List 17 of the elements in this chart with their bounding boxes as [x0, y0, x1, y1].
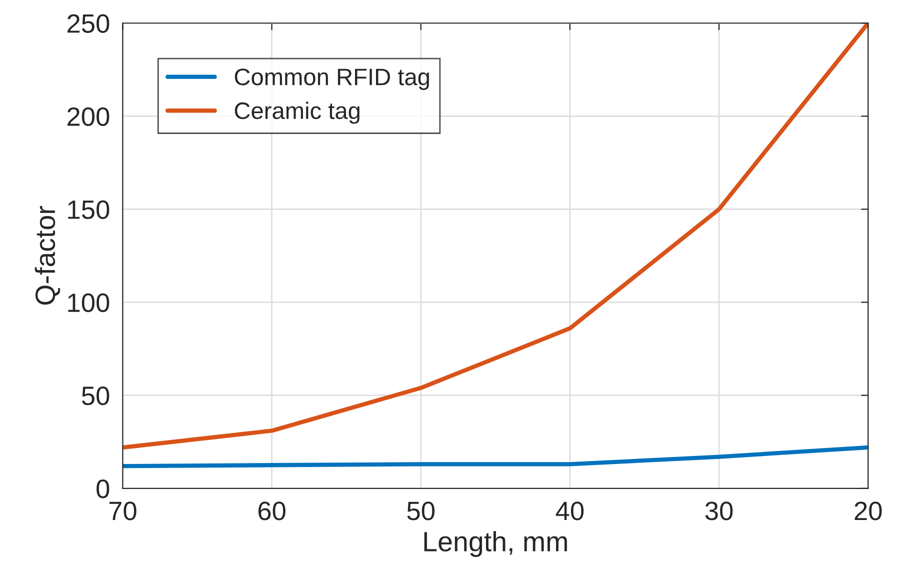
- x-axis-title: Length, mm: [424, 531, 567, 557]
- legend-label: Ceramic tag: [234, 102, 360, 124]
- y-tick-label: 0: [96, 480, 110, 498]
- line-series: [122, 445, 868, 468]
- y-tick-label: 50: [82, 386, 110, 406]
- x-tick-label: 20: [854, 502, 882, 520]
- x-tick-label: 70: [109, 502, 136, 520]
- legend-label: Common RFID tag: [234, 68, 429, 90]
- x-tick-label: 30: [705, 502, 733, 520]
- x-tick-label: 60: [258, 502, 286, 520]
- y-tick-label: 200: [68, 107, 110, 126]
- y-tick-label: 100: [68, 293, 110, 312]
- y-tick-label: 150: [68, 200, 110, 220]
- y-axis-title: Q-factor: [34, 206, 60, 305]
- x-tick-label: 50: [407, 502, 435, 520]
- y-tick-label: 250: [68, 14, 110, 33]
- x-tick-label: 40: [556, 502, 584, 520]
